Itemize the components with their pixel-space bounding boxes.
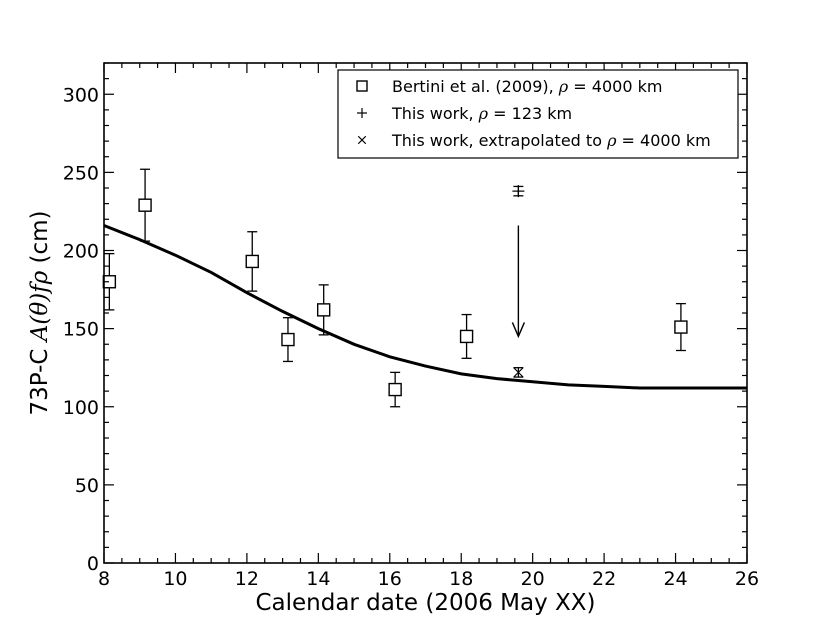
- legend-entry: This work, ρ = 123 km: [391, 104, 572, 123]
- x-tick-label: 10: [163, 568, 187, 590]
- cross-b: [357, 135, 367, 145]
- fit-curve: [103, 224, 747, 390]
- plot-frame: [103, 62, 748, 564]
- cross-data-point: [513, 367, 524, 378]
- legend-entry-text: This work, extrapolated to: [391, 131, 607, 150]
- x-tick-label: 8: [98, 568, 110, 590]
- x-axis-title: Calendar date (2006 May XX): [255, 590, 595, 616]
- legend-box: [337, 69, 739, 159]
- plus-data-point: [512, 185, 525, 198]
- y-axis-title-suffix: (cm): [27, 210, 53, 270]
- y-tick-label: 100: [63, 397, 99, 419]
- legend-entry-text: Bertini et al. (2009),: [392, 77, 559, 96]
- legend-entry-text: This work,: [391, 104, 479, 123]
- square-data-point: [388, 382, 402, 397]
- y-tick-label: 0: [87, 553, 99, 575]
- legend-entry-text: = 4000 km: [616, 131, 710, 150]
- x-tick-label: 26: [735, 568, 759, 590]
- x-tick-label: 16: [378, 568, 402, 590]
- x-tick-label: 20: [521, 568, 545, 590]
- y-tick-label: 250: [63, 162, 99, 184]
- cross-b: [513, 367, 524, 378]
- square-data-point: [281, 332, 295, 347]
- square-data-point: [245, 254, 259, 269]
- annotation-arrow-head: [511, 322, 526, 339]
- x-tick-label: 24: [663, 568, 687, 590]
- y-tick-label: 50: [75, 475, 99, 497]
- square-data-point: [138, 198, 152, 212]
- legend-entry: This work, extrapolated to ρ = 4000 km: [391, 131, 711, 150]
- legend-marker-cross: [357, 135, 367, 145]
- square-data-point: [316, 303, 331, 317]
- legend-marker-square: [356, 80, 368, 92]
- y-axis-title-math: A(θ)fρ: [27, 270, 53, 343]
- x-tick-label: 12: [235, 568, 259, 590]
- y-axis-title-prefix: 73P-C: [27, 341, 53, 415]
- x-tick-label: 22: [592, 568, 616, 590]
- square-data-point: [459, 329, 474, 344]
- legend-entry-text: = 4000 km: [568, 77, 662, 96]
- y-tick-label: 200: [63, 241, 99, 263]
- legend-entry: Bertini et al. (2009), ρ = 4000 km: [392, 77, 662, 96]
- square-data-point: [674, 320, 688, 334]
- y-tick-label: 300: [63, 84, 99, 106]
- y-tick-label: 150: [63, 319, 99, 341]
- legend-entry-symbol: ρ: [558, 77, 569, 96]
- legend-marker-plus: [357, 108, 367, 118]
- legend-entry-symbol: ρ: [606, 131, 617, 150]
- legend-entry-symbol: ρ: [478, 104, 489, 123]
- legend-entry-text: = 123 km: [488, 104, 572, 123]
- x-tick-label: 14: [306, 568, 330, 590]
- y-axis-title: 73P-C A(θ)fρ (cm): [27, 210, 53, 415]
- x-tick-label: 18: [449, 568, 473, 590]
